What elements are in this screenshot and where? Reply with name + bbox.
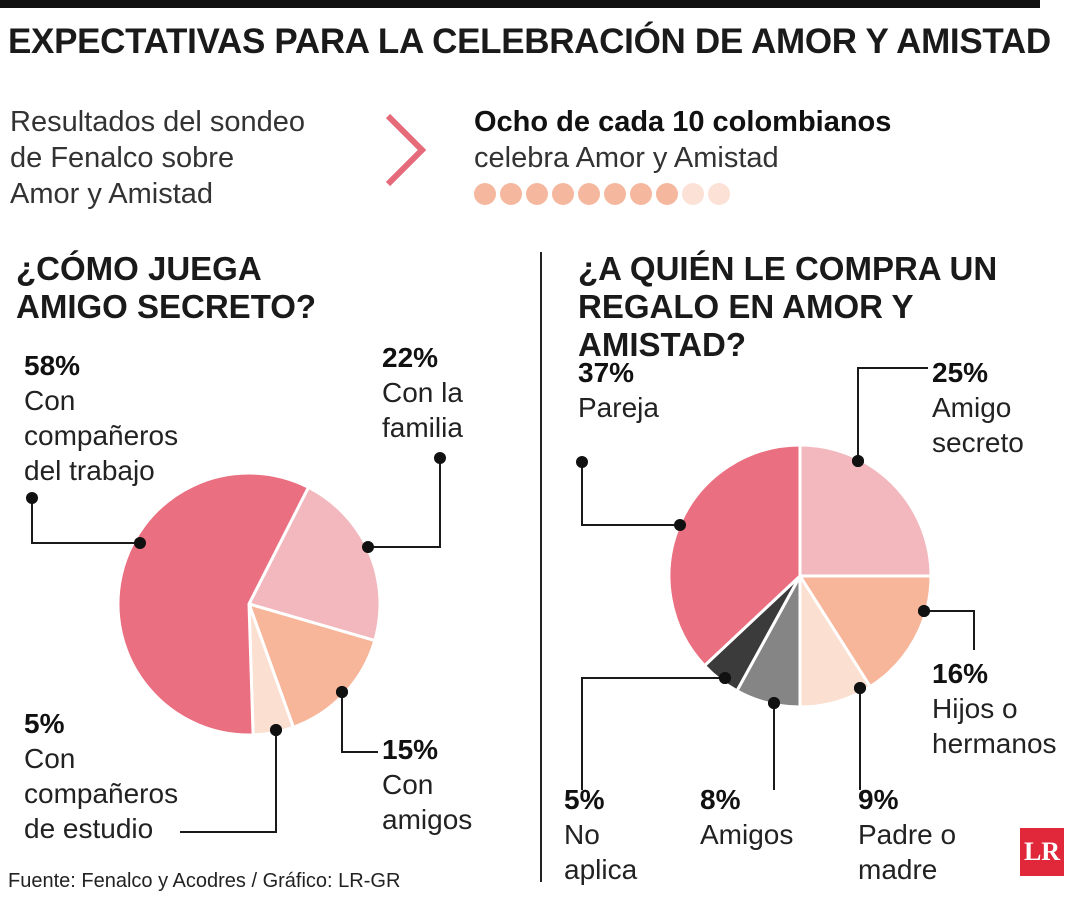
slice-label: de estudio [24, 813, 154, 844]
leader-line [180, 730, 277, 833]
top-rule [0, 0, 1040, 8]
leader-line [581, 677, 725, 790]
headline-light: celebra Amor y Amistad [474, 142, 779, 174]
label-amigos-2: 8% Amigos [700, 782, 793, 852]
chevron-right-icon [385, 113, 427, 187]
slice-label: Con [24, 385, 76, 416]
slice-anchor-dot [768, 697, 780, 709]
slice-value: 22% [382, 342, 439, 373]
slice-label: compañeros [24, 778, 179, 809]
slice-anchor-dot [362, 541, 374, 553]
slice-label: Con [24, 743, 76, 774]
leader-line [924, 610, 975, 650]
slice-anchor-dot [336, 686, 348, 698]
slice-anchor-dot [719, 672, 731, 684]
chart1-title: ¿CÓMO JUEGA AMIGO SECRETO? [16, 250, 316, 326]
slice-label: familia [382, 412, 463, 443]
dot-filled [552, 183, 574, 205]
leader-dot [26, 492, 38, 504]
leader-lines [26, 367, 975, 833]
chart2-title-line: REGALO EN AMOR Y AMISTAD? [578, 288, 913, 363]
label-amigos: 15% Con amigos [382, 732, 472, 837]
slice-value: 16% [932, 658, 989, 689]
lr-logo: LR [1020, 828, 1064, 876]
slice-anchor-dot [134, 537, 146, 549]
source-note: Fuente: Fenalco y Acodres / Gráfico: LR-… [8, 870, 401, 892]
leader-dot [576, 456, 588, 468]
slice-value: 37% [578, 357, 635, 388]
label-familia: 22% Con la familia [382, 340, 463, 445]
intro-line: Resultados del sondeo [10, 106, 306, 138]
slice-value: 5% [24, 708, 65, 739]
label-companeros-estudio: 5% Con compañeros de estudio [24, 706, 178, 846]
leader-line [581, 462, 680, 526]
dot-empty [682, 183, 704, 205]
dot-filled [474, 183, 496, 205]
label-amigo-secreto: 25% Amigo secreto [932, 355, 1024, 460]
slice-anchor-dot [852, 455, 864, 467]
pie-chart-amigo-secreto [116, 471, 382, 737]
slice-label: compañeros [24, 420, 179, 451]
dot-filled [500, 183, 522, 205]
slice-value: 58% [24, 350, 81, 381]
leader-line [31, 498, 140, 544]
slice-label: Amigos [700, 819, 794, 850]
pie-chart-regalo [667, 443, 933, 709]
slice-anchor-dot [270, 724, 282, 736]
chart2-title-line: ¿A QUIÉN LE COMPRA UN [578, 250, 998, 287]
headline-strong: Ocho de cada 10 colombianos [474, 106, 892, 138]
label-companeros-trabajo: 58% Con compañeros del trabajo [24, 348, 178, 488]
intro-text: Resultados del sondeo de Fenalco sobre A… [10, 104, 305, 212]
slice-anchor-dot [854, 682, 866, 694]
headline: Ocho de cada 10 colombianos celebra Amor… [474, 104, 891, 176]
page-title: EXPECTATIVAS PARA LA CELEBRACIÓN DE AMOR… [8, 22, 1051, 61]
slice-label: del trabajo [24, 455, 155, 486]
slice-value: 25% [932, 357, 989, 388]
slice-label: Pareja [578, 392, 659, 423]
leader-line [368, 458, 441, 548]
slice-anchor-dot [674, 519, 686, 531]
dot-filled [604, 183, 626, 205]
dot-filled [578, 183, 600, 205]
slice-anchor-dot [918, 605, 930, 617]
label-no-aplica: 5% No aplica [564, 782, 637, 887]
column-divider [540, 252, 542, 882]
slice-label: Con [382, 769, 434, 800]
leader-line [341, 692, 378, 753]
slice-label: No [564, 819, 600, 850]
dot-empty [708, 183, 730, 205]
slice-value: 8% [700, 784, 741, 815]
dot-filled [630, 183, 652, 205]
intro-line: Amor y Amistad [10, 178, 214, 210]
label-hijos-hermanos: 16% Hijos o hermanos [932, 656, 1057, 761]
label-padre-madre: 9% Padre o madre [858, 782, 956, 887]
slice-label: amigos [382, 804, 473, 835]
pie2-slice-0 [798, 443, 933, 578]
dot-filled [526, 183, 548, 205]
pie2-slice-1 [797, 574, 933, 689]
pie1-slice-3 [116, 471, 311, 737]
slice-label: Amigo [932, 392, 1012, 423]
chart1-title-line: ¿CÓMO JUEGA [16, 250, 262, 287]
chart2-title: ¿A QUIÉN LE COMPRA UN REGALO EN AMOR Y A… [578, 250, 1080, 364]
slice-label: aplica [564, 854, 638, 885]
label-pareja: 37% Pareja [578, 355, 659, 425]
slice-label: secreto [932, 427, 1024, 458]
slice-value: 15% [382, 734, 439, 765]
slice-label: Hijos o [932, 693, 1018, 724]
slice-label: madre [858, 854, 938, 885]
slice-value: 9% [858, 784, 899, 815]
leader-line [857, 367, 928, 461]
slice-value: 5% [564, 784, 605, 815]
intro-line: de Fenalco sobre [10, 142, 235, 174]
slice-label: hermanos [932, 728, 1057, 759]
chart1-title-line: AMIGO SECRETO? [16, 288, 317, 325]
slice-label: Padre o [858, 819, 957, 850]
slice-label: Con la [382, 377, 463, 408]
leader-dot [434, 452, 446, 464]
dot-filled [656, 183, 678, 205]
